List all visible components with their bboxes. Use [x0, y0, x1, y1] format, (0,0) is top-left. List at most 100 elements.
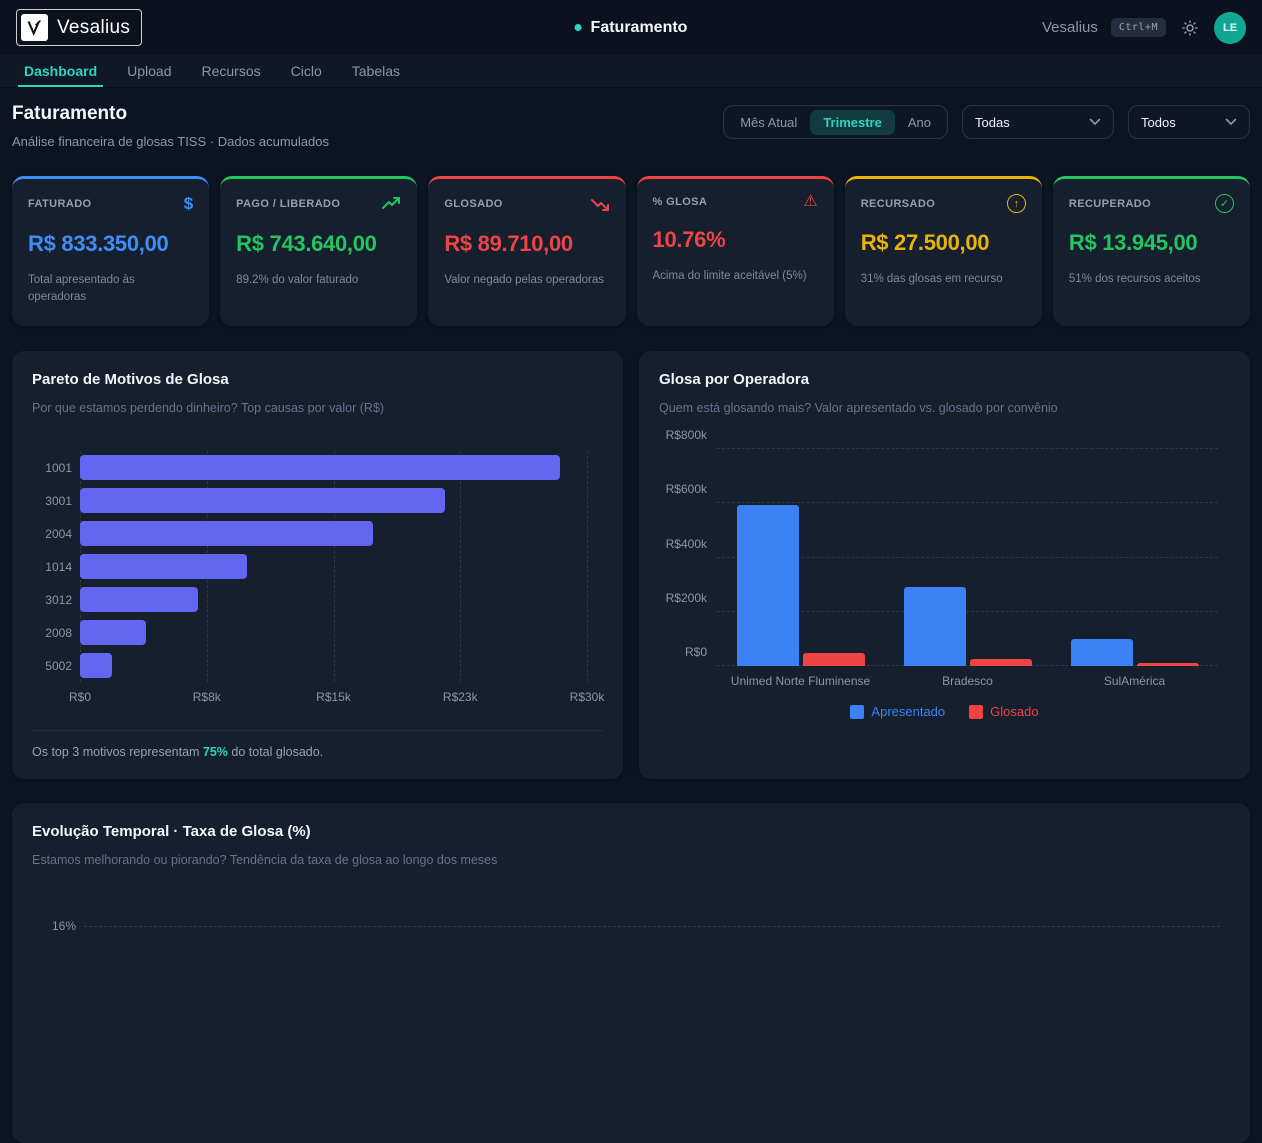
- pareto-category-label: 2004: [45, 526, 72, 541]
- operadora-category-label: SulAmérica: [1103, 674, 1166, 688]
- pareto-gridline: [460, 451, 462, 682]
- evolucao-chart: 16%: [32, 903, 1230, 1123]
- logo-v-icon: [21, 14, 48, 41]
- pareto-subtitle: Por que estamos perdendo dinheiro? Top c…: [32, 401, 385, 415]
- operadora-filter-select[interactable]: Todas: [962, 105, 1114, 139]
- status-filter-select[interactable]: Todos: [1128, 105, 1250, 139]
- pareto-row: 2008: [32, 616, 603, 649]
- operadora-gridline: [717, 665, 1218, 666]
- pareto-xtick-label: R$15k: [316, 690, 351, 704]
- operadora-bar-group: [884, 449, 1051, 666]
- kpi-label: GLOSADO: [444, 198, 503, 210]
- kpi-card-pct-glosa: % GLOSA ⚠ 10.76% Acima do limite aceitáv…: [636, 176, 834, 326]
- pareto-bar-track: [80, 521, 587, 546]
- pareto-row: 3012: [32, 583, 603, 616]
- evolucao-subtitle: Estamos melhorando ou piorando? Tendênci…: [32, 853, 498, 867]
- page-indicator: Faturamento: [574, 19, 687, 37]
- operadora-bar-group: [717, 449, 884, 666]
- period-option-ano[interactable]: Ano: [895, 110, 944, 135]
- page-title: Faturamento: [12, 103, 128, 124]
- logo-text: Vesalius: [57, 16, 131, 38]
- operadora-gridline: [717, 556, 1218, 558]
- kpi-head: % GLOSA ⚠: [653, 194, 818, 210]
- main-content: Faturamento Análise financeira de glosas…: [0, 88, 1262, 1143]
- legend-swatch-icon: [969, 704, 984, 719]
- pareto-category-label: 1001: [45, 460, 72, 475]
- tab-dashboard[interactable]: Dashboard: [17, 55, 104, 87]
- kpi-head: RECURSADO ↑: [861, 194, 1026, 213]
- topbar: Vesalius Faturamento Vesalius Ctrl+M LE: [0, 0, 1262, 55]
- operadora-ytick-label: R$0: [684, 645, 707, 659]
- operadora-category-label: Unimed Norte Fluminense: [730, 674, 871, 688]
- kpi-desc: Total apresentado às operadoras: [28, 274, 135, 304]
- chevron-down-icon: [1225, 118, 1237, 126]
- pareto-footer-highlight: 75%: [202, 745, 228, 759]
- navbar: Dashboard Upload Recursos Ciclo Tabelas: [0, 55, 1262, 88]
- kpi-value: 10.76%: [652, 227, 726, 252]
- kpi-label: % GLOSA: [652, 196, 708, 208]
- pareto-row: 5002: [32, 649, 603, 682]
- legend-item-glosado: Glosado: [969, 704, 1039, 719]
- kpi-card-recuperado: RECUPERADO ✓ R$ 13.945,00 51% dos recurs…: [1052, 176, 1251, 326]
- tab-tabelas[interactable]: Tabelas: [351, 63, 401, 79]
- pareto-bar: [80, 488, 446, 513]
- pareto-xtick-label: R$8k: [192, 690, 221, 704]
- pareto-category-label: 5002: [45, 658, 72, 673]
- kpi-value: R$ 833.350,00: [28, 231, 169, 256]
- kpi-value: R$ 27.500,00: [860, 230, 990, 255]
- avatar[interactable]: LE: [1214, 11, 1246, 44]
- pareto-bar: [80, 554, 248, 579]
- period-option-mes-atual[interactable]: Mês Atual: [727, 110, 810, 135]
- status-filter-value: Todos: [1141, 114, 1176, 130]
- theme-toggle-button[interactable]: [1179, 17, 1201, 39]
- operadora-ytick-label: R$400k: [665, 536, 707, 551]
- period-option-trimestre[interactable]: Trimestre: [810, 109, 895, 135]
- pareto-card: Pareto de Motivos de Glosa Por que estam…: [12, 351, 623, 779]
- kpi-label: PAGO / LIBERADO: [236, 198, 341, 210]
- evolucao-title: Evolução Temporal · Taxa de Glosa (%): [32, 823, 311, 840]
- warning-triangle-icon: ⚠: [803, 193, 818, 210]
- page-head-titles: Faturamento Análise financeira de glosas…: [12, 103, 329, 149]
- topbar-user-name: Vesalius: [1042, 19, 1098, 36]
- pareto-bar-track: [80, 488, 587, 513]
- trend-down-icon: [590, 194, 610, 214]
- kpi-desc: 31% das glosas em recurso: [860, 273, 1003, 285]
- pareto-bar: [80, 620, 146, 645]
- operadora-bar-apresentado: [903, 587, 966, 666]
- pareto-gridline: [333, 451, 335, 682]
- pareto-footer: Os top 3 motivos representam 75% do tota…: [32, 730, 603, 759]
- kpi-label: RECURSADO: [860, 197, 936, 210]
- tab-recursos[interactable]: Recursos: [201, 63, 261, 79]
- pareto-category-label: 3001: [45, 493, 72, 508]
- kpi-value: R$ 743.640,00: [236, 231, 377, 256]
- pareto-bar-track: [80, 554, 587, 579]
- kpi-card-pago-liberado: PAGO / LIBERADO R$ 743.640,00 89.2% do v…: [220, 176, 418, 326]
- pareto-category-label: 3012: [45, 592, 72, 607]
- operadora-bar-apresentado: [1070, 638, 1133, 666]
- pareto-bar: [80, 653, 113, 678]
- tab-upload[interactable]: Upload: [127, 63, 172, 79]
- tab-ciclo[interactable]: Ciclo: [290, 63, 322, 79]
- kpi-card-faturado: FATURADO $ R$ 833.350,00 Total apresenta…: [12, 176, 210, 326]
- operadora-bar-glosado: [969, 658, 1032, 666]
- kpi-head: PAGO / LIBERADO: [236, 194, 401, 214]
- operadora-gridline: [717, 502, 1218, 504]
- operadora-ytick-label: R$600k: [665, 482, 707, 497]
- kpi-desc: 89.2% do valor faturado: [236, 274, 359, 286]
- operadora-category-label: Bradesco: [942, 674, 993, 688]
- operadora-chart: R$0 R$200k R$400k R$600k R$800k: [666, 428, 1218, 666]
- legend-item-apresentado: Apresentado: [850, 704, 945, 719]
- kpi-head: GLOSADO: [444, 194, 609, 214]
- evolucao-gridline-dash: [84, 925, 1220, 927]
- pareto-bars: 1001 3001 2004 1014 3012 2008 5002: [32, 451, 603, 682]
- kpi-value: R$ 89.710,00: [444, 231, 573, 256]
- kpi-head: FATURADO $: [28, 194, 193, 214]
- kpi-value: R$ 13.945,00: [1068, 230, 1198, 255]
- status-dot-icon: [574, 24, 582, 31]
- evolucao-gridline: 16%: [42, 919, 1220, 933]
- charts-row: Pareto de Motivos de Glosa Por que estam…: [12, 351, 1250, 779]
- operadora-subtitle: Quem está glosando mais? Valor apresenta…: [659, 401, 1058, 415]
- logo[interactable]: Vesalius: [16, 9, 143, 46]
- pareto-row: 1014: [32, 550, 603, 583]
- kpi-desc: Acima do limite aceitável (5%): [652, 270, 807, 282]
